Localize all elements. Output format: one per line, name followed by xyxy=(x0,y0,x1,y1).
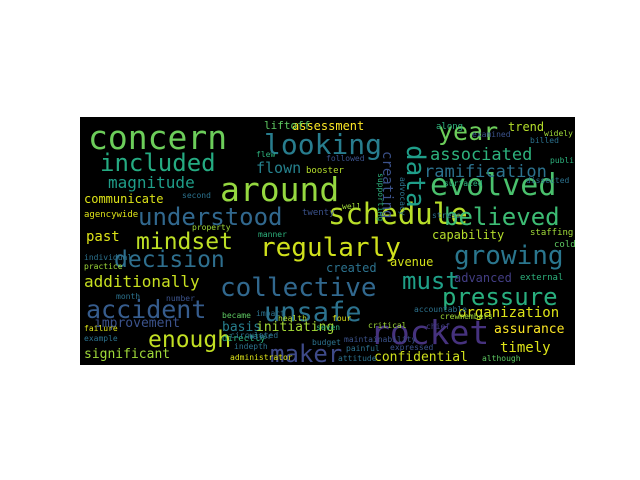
word-decision: decision xyxy=(114,247,225,273)
word-major: major xyxy=(248,332,273,341)
word-assurance: assurance xyxy=(494,322,565,337)
word-must: must xyxy=(402,267,460,295)
word-associated: associated xyxy=(430,145,533,165)
word-data: data xyxy=(400,145,430,208)
word-initiating: initiating xyxy=(256,320,335,335)
word-liftoff: liftoff xyxy=(264,119,311,132)
word-past: past xyxy=(86,229,120,245)
word-circulated: circulated xyxy=(230,331,279,340)
word-significant: significant xyxy=(84,347,171,362)
word-chief: chief xyxy=(426,322,451,331)
word-accountable: accountable xyxy=(414,305,467,314)
word-accident: accident xyxy=(86,295,207,324)
word-administrator: administrator xyxy=(230,353,293,362)
word-maintainability: maintainability xyxy=(344,335,417,344)
word-expressed: expressed xyxy=(390,343,434,352)
word-concern: concern xyxy=(88,118,228,157)
word-rocket: rocket xyxy=(370,313,490,352)
word-second: second xyxy=(182,191,211,200)
word-additionally: additionally xyxy=(84,272,200,291)
word-impact: impact xyxy=(256,309,285,318)
word-flown: flown xyxy=(256,159,302,177)
word-property: property xyxy=(192,223,231,232)
word-assessment: assessment xyxy=(292,119,365,133)
word-examined: examined xyxy=(472,130,511,139)
word-month: month xyxy=(116,292,141,301)
word-included: included xyxy=(100,149,216,177)
word-unsafe: unsafe xyxy=(264,297,362,328)
word-supporting: supporting xyxy=(376,173,385,222)
word-communicate: communicate xyxy=(84,192,164,206)
word-indepth: indepth xyxy=(234,342,268,351)
word-number: number xyxy=(166,294,195,303)
word-although: although xyxy=(482,354,521,363)
word-evolved: evolved xyxy=(430,168,557,203)
word-cloud: concern around rocket evolved schedule l… xyxy=(80,117,575,365)
word-agencywide: agencywide xyxy=(84,210,139,220)
word-staffing: staffing xyxy=(530,228,574,238)
word-example: example xyxy=(84,334,118,343)
word-timely: timely xyxy=(500,340,551,356)
word-billed: billed xyxy=(530,136,559,145)
word-failure: failure xyxy=(84,324,118,333)
word-understood: understood xyxy=(138,203,283,231)
word-stress: stress xyxy=(432,211,461,220)
word-widely: widely xyxy=(544,129,573,138)
word-regularly: regularly xyxy=(260,233,401,263)
word-year: year xyxy=(438,117,499,146)
word-trend: trend xyxy=(508,120,545,134)
word-advocacy: advocacy xyxy=(398,177,407,216)
word-became: became xyxy=(222,311,251,320)
word-external: external xyxy=(520,273,564,283)
word-basis: basis xyxy=(222,320,262,335)
word-booster: booster xyxy=(306,166,344,176)
word-pressure: pressure xyxy=(442,283,558,311)
word-flew: flew xyxy=(256,150,276,159)
word-improvement: improvement xyxy=(94,316,181,331)
word-mindset: mindset xyxy=(136,229,233,255)
word-around: around xyxy=(220,170,340,209)
word-dissected: dissected xyxy=(526,176,570,185)
word-crewmembers: crewmembers xyxy=(440,312,493,321)
word-cold: cold xyxy=(554,240,575,250)
word-critical: critical xyxy=(368,321,407,330)
word-four: four xyxy=(332,314,352,323)
word-growing: growing xyxy=(454,241,564,271)
word-attitude: attitude xyxy=(338,354,377,363)
word-surfaced: surfaced xyxy=(444,179,483,188)
word-confidential: confidential xyxy=(374,350,468,365)
word-health: health xyxy=(278,314,307,323)
word-schedule: schedule xyxy=(328,197,468,231)
word-along: along xyxy=(436,122,464,132)
word-magnitude: magnitude xyxy=(108,173,195,192)
word-believed: believed xyxy=(444,203,560,231)
word-created: created xyxy=(326,261,377,275)
word-avenue: avenue xyxy=(390,255,434,269)
word-organization: organization xyxy=(458,305,560,321)
word-looking: looking xyxy=(264,128,383,161)
word-well: well xyxy=(342,202,362,211)
word-painful: painful xyxy=(346,344,380,353)
word-enough: enough xyxy=(148,327,232,353)
word-ramification: ramification xyxy=(424,162,547,182)
word-manner: manner xyxy=(258,230,287,239)
word-public: public xyxy=(550,156,575,165)
word-twenty: twenty xyxy=(302,208,335,218)
word-maker: maker xyxy=(270,340,343,365)
word-budget: budget xyxy=(312,338,341,347)
word-seven: seven xyxy=(316,323,341,332)
word-capability: capability xyxy=(432,228,505,242)
word-practice: practice xyxy=(84,262,123,271)
word-advanced: advanced xyxy=(454,271,512,285)
word-directly: directly xyxy=(222,334,266,344)
word-followed: followed xyxy=(326,154,365,163)
word-individual: individual xyxy=(84,253,133,262)
word-collective: collective xyxy=(220,273,377,303)
word-creating: creating xyxy=(379,151,395,219)
